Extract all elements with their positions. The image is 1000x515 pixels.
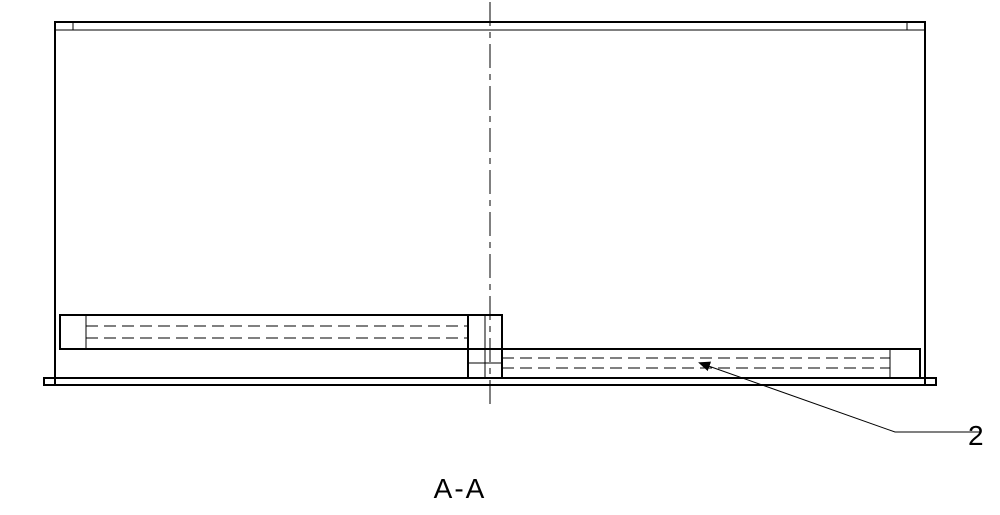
section-title: A-A — [434, 473, 487, 504]
section-view-diagram: 2 A-A — [0, 0, 1000, 515]
callout-label: 2 — [968, 420, 984, 451]
